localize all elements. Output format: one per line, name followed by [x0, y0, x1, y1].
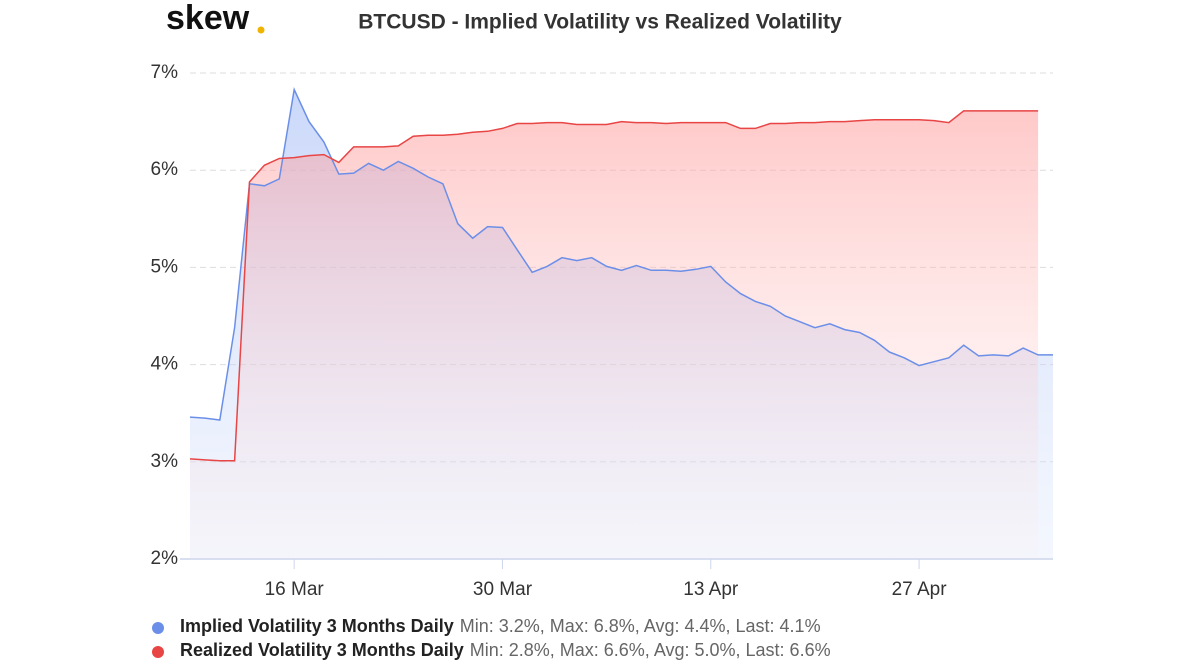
x-tick-label: 13 Apr: [683, 579, 739, 600]
x-tick-label: 30 Mar: [473, 579, 533, 600]
line: [189, 110, 1039, 462]
y-tick-label: 7%: [151, 62, 179, 83]
legend-name: Implied Volatility 3 Months Daily: [180, 616, 454, 636]
x-tick-label: 27 Apr: [892, 579, 948, 600]
legend-name: Realized Volatility 3 Months Daily: [180, 640, 464, 660]
legend-marker: [152, 622, 164, 634]
legend-entry: Realized Volatility 3 Months Daily Min: 2…: [180, 640, 831, 660]
y-tick-label: 5%: [151, 256, 179, 277]
x-tick-label: 16 Mar: [265, 579, 325, 600]
legend-entry: Implied Volatility 3 Months Daily Min: 3.…: [180, 616, 821, 636]
area-fill: [190, 110, 1039, 560]
y-tick-label: 6%: [151, 159, 179, 180]
logo: skew: [166, 0, 250, 37]
line: [189, 86, 1053, 421]
y-tick-label: 3%: [151, 451, 179, 472]
chart-title: BTCUSD - Implied Volatility vs Realized …: [358, 11, 842, 34]
y-tick-label: 4%: [151, 354, 179, 375]
legend-stats: Min: 3.2%, Max: 6.8%, Avg: 4.4%, Last: 4…: [460, 616, 821, 636]
legend-stats: Min: 2.8%, Max: 6.6%, Avg: 5.0%, Last: 6…: [470, 640, 831, 660]
legend-marker: [152, 646, 164, 658]
logo-dot: [257, 26, 265, 34]
y-tick-label: 2%: [151, 548, 179, 569]
